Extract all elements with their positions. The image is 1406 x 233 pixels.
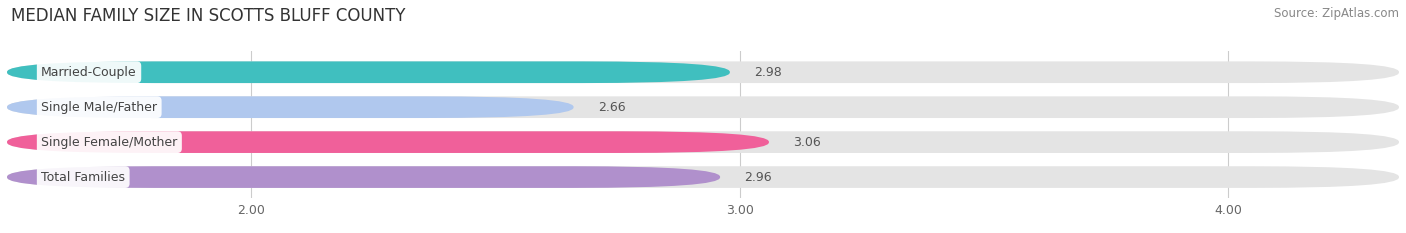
FancyBboxPatch shape <box>7 61 730 83</box>
FancyBboxPatch shape <box>7 131 769 153</box>
FancyBboxPatch shape <box>7 166 1399 188</box>
Text: Source: ZipAtlas.com: Source: ZipAtlas.com <box>1274 7 1399 20</box>
FancyBboxPatch shape <box>7 61 1399 83</box>
FancyBboxPatch shape <box>7 131 1399 153</box>
Text: MEDIAN FAMILY SIZE IN SCOTTS BLUFF COUNTY: MEDIAN FAMILY SIZE IN SCOTTS BLUFF COUNT… <box>11 7 406 25</box>
Text: 2.98: 2.98 <box>754 66 782 79</box>
FancyBboxPatch shape <box>7 96 574 118</box>
Text: 2.96: 2.96 <box>745 171 772 184</box>
FancyBboxPatch shape <box>7 96 1399 118</box>
FancyBboxPatch shape <box>7 166 720 188</box>
Text: Total Families: Total Families <box>41 171 125 184</box>
Text: Single Female/Mother: Single Female/Mother <box>41 136 177 149</box>
Text: Single Male/Father: Single Male/Father <box>41 101 157 114</box>
Text: 2.66: 2.66 <box>598 101 626 114</box>
Text: Married-Couple: Married-Couple <box>41 66 136 79</box>
Text: 3.06: 3.06 <box>793 136 821 149</box>
